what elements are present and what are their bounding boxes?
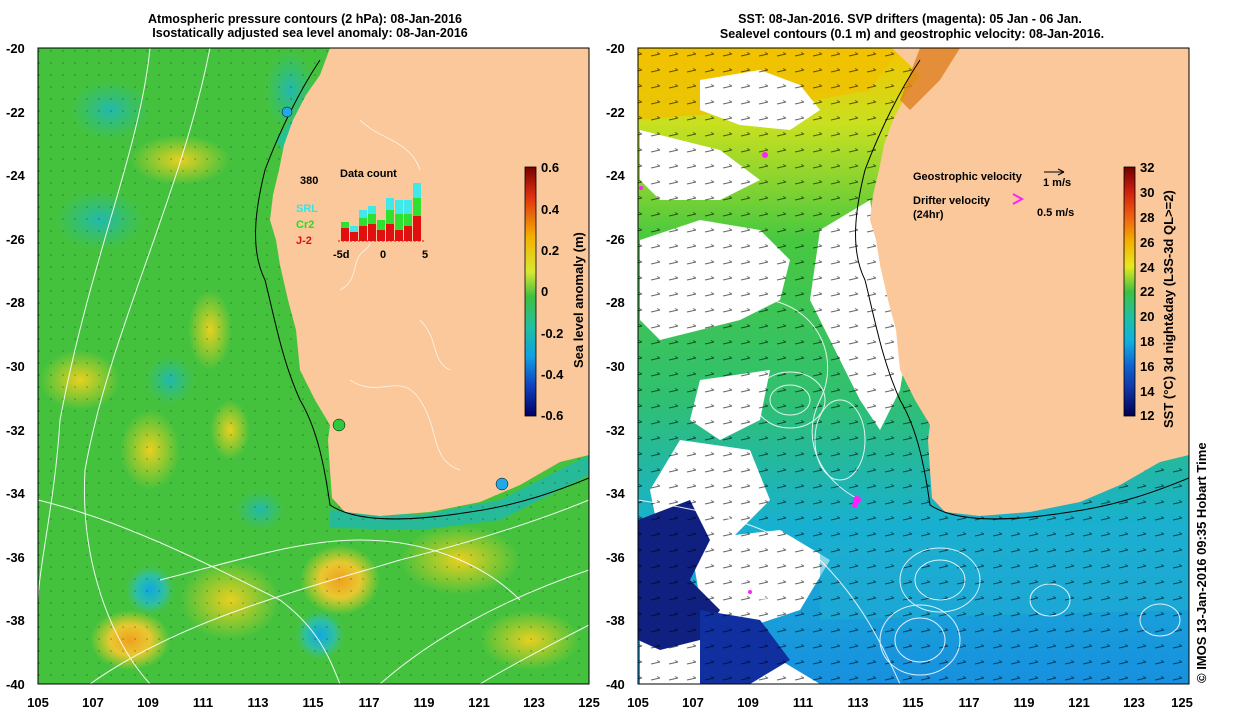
legend-srl: SRL: [296, 203, 318, 215]
left-lon-tick: 115: [303, 695, 324, 710]
right-lon-tick: 107: [682, 695, 704, 710]
sst-tick-8: 18: [1140, 334, 1154, 349]
left-lat-tick: -28: [6, 295, 25, 310]
legend-j2: J-2: [296, 235, 312, 247]
right-lon-tick: 105: [627, 695, 649, 710]
sst-tick-4: 26: [1140, 235, 1154, 250]
left-lat-tick: -22: [6, 105, 25, 120]
sst-tick-7: 20: [1140, 309, 1154, 324]
sst-tick-1: 32: [1140, 160, 1154, 175]
drifter-label-2: (24hr): [913, 209, 944, 221]
left-lat-tick: -36: [6, 550, 25, 565]
left-title-line2: Isostatically adjusted sea level anomaly…: [152, 26, 467, 40]
right-map: [638, 48, 1189, 684]
left-lat-tick: -24: [6, 168, 26, 183]
right-lat-axis: -20 -22 -24 -26 -28 -30 -32 -34 -36 -38 …: [606, 41, 626, 692]
drifter-arrow: [1012, 193, 1025, 205]
sla-colorbar-label: Sea level anomaly (m): [571, 232, 586, 368]
drifter-label-1: Drifter velocity: [913, 195, 991, 207]
right-lat-tick: -38: [606, 613, 625, 628]
right-lon-tick: 119: [1014, 695, 1035, 710]
right-lon-tick: 109: [737, 695, 759, 710]
left-lon-tick: 109: [137, 695, 159, 710]
velocity-legend: Geostrophic velocity 1 m/s Drifter veloc…: [913, 168, 1074, 221]
right-title-line2: Sealevel contours (0.1 m) and geostrophi…: [720, 27, 1104, 41]
geo-velocity-label: Geostrophic velocity: [913, 171, 1023, 183]
right-lon-tick: 125: [1171, 695, 1193, 710]
right-lat-tick: -20: [606, 41, 625, 56]
left-title-line1: Atmospheric pressure contours (2 hPa): 0…: [148, 12, 462, 26]
left-lat-tick: -32: [6, 423, 25, 438]
right-lat-tick: -24: [606, 168, 626, 183]
right-lon-tick: 115: [903, 695, 924, 710]
left-lon-tick: 107: [82, 695, 104, 710]
left-lat-tick: -38: [6, 613, 25, 628]
right-lat-tick: -26: [606, 232, 625, 247]
geo-velocity-value: 1 m/s: [1043, 177, 1071, 189]
data-count-max: 380: [300, 175, 318, 187]
right-lat-tick: -40: [606, 677, 625, 692]
right-lat-tick: -32: [606, 423, 625, 438]
sla-colorbar: 0.6 0.4 0.2 0 -0.2 -0.4 -0.6 Sea level a…: [524, 160, 586, 423]
sst-tick-2: 30: [1140, 185, 1154, 200]
data-count-tick-1: -5d: [333, 249, 350, 261]
right-lon-tick: 113: [848, 695, 869, 710]
imos-credit: © IMOS 13-Jan-2016 09:35 Hobart Time: [1194, 442, 1209, 683]
sla-tick-2: 0.4: [541, 202, 560, 217]
sla-tick-1: 0.6: [541, 160, 559, 175]
sst-tick-10: 14: [1140, 384, 1155, 399]
left-lon-tick: 111: [193, 695, 213, 710]
right-lon-axis: 105 107 109 111 113 115 117 119 121 123 …: [627, 695, 1193, 710]
sst-colorbar-label: SST (°C) 3d night&day (L3S-3d QL>=2): [1161, 190, 1176, 428]
left-lon-tick: 113: [248, 695, 269, 710]
sla-tick-7: -0.6: [541, 408, 563, 423]
right-lon-tick: 111: [793, 695, 813, 710]
right-lat-tick: -28: [606, 295, 625, 310]
right-lat-tick: -34: [606, 486, 626, 501]
right-lat-tick: -30: [606, 359, 625, 374]
sla-tick-3: 0.2: [541, 243, 559, 258]
left-lon-tick: 125: [578, 695, 600, 710]
left-land: [270, 48, 589, 516]
right-lat-tick: -36: [606, 550, 625, 565]
right-lon-tick: 123: [1123, 695, 1145, 710]
right-lon-tick: 121: [1068, 695, 1090, 710]
left-map: [38, 48, 589, 684]
sst-tick-3: 28: [1140, 210, 1154, 225]
right-land: [870, 48, 1189, 516]
right-title-line1: SST: 08-Jan-2016. SVP drifters (magenta)…: [738, 12, 1082, 26]
drifters: [639, 152, 861, 594]
left-lat-axis: -20 -22 -24 -26 -28 -30 -32 -34 -36 -38 …: [6, 41, 26, 692]
sst-tick-9: 16: [1140, 359, 1154, 374]
data-count-title: Data count: [340, 168, 397, 180]
sla-tick-5: -0.2: [541, 326, 563, 341]
geo-arrowhead: [1057, 168, 1065, 176]
left-lon-axis: 105 107 109 111 113 115 117 119 121 123 …: [27, 695, 600, 710]
left-lat-tick: -40: [6, 677, 25, 692]
drifter-velocity-value: 0.5 m/s: [1037, 207, 1074, 219]
left-lon-tick: 121: [468, 695, 490, 710]
legend-cr2: Cr2: [296, 219, 314, 231]
sst-tick-6: 22: [1140, 284, 1154, 299]
left-lat-tick: -26: [6, 232, 25, 247]
left-lat-tick: -30: [6, 359, 25, 374]
left-lon-tick: 117: [359, 695, 380, 710]
data-count-tick-2: 0: [380, 249, 386, 261]
data-count-inset: 380 Data count SRL Cr2 J-2 -5d 0 5: [296, 168, 428, 261]
data-count-bars: [341, 183, 421, 241]
sst-tick-5: 24: [1140, 260, 1155, 275]
left-lat-tick: -20: [6, 41, 25, 56]
right-lat-tick: -22: [606, 105, 625, 120]
left-lon-tick: 119: [414, 695, 435, 710]
sla-tick-4: 0: [541, 284, 548, 299]
left-lon-tick: 105: [27, 695, 49, 710]
sst-tick-11: 12: [1140, 408, 1154, 423]
sla-tick-6: -0.4: [541, 367, 564, 382]
right-lon-tick: 117: [959, 695, 980, 710]
left-lat-tick: -34: [6, 486, 26, 501]
sst-colorbar: 32 30 28 26 24 22 20 18 16 14 12 SST (°C…: [1123, 160, 1176, 428]
data-count-tick-3: 5: [422, 249, 428, 261]
left-lon-tick: 123: [523, 695, 545, 710]
